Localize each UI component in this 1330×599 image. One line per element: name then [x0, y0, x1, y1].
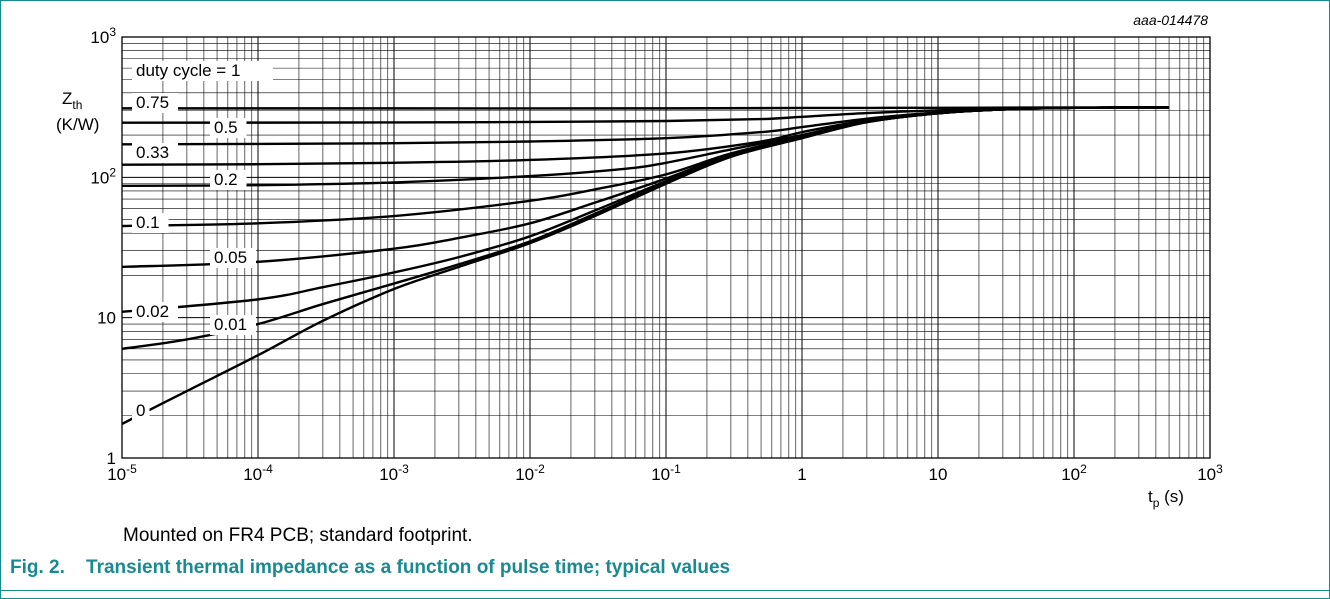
y-tick-label: 102: [90, 165, 116, 187]
x-tick-label: 10-2: [515, 462, 545, 484]
x-tick-label: 102: [1061, 462, 1087, 484]
curve-label-bg: [132, 213, 169, 233]
chart-grid: [121, 37, 1210, 459]
y-tick-label: 10: [97, 309, 116, 328]
x-axis-unit: (s): [1159, 487, 1184, 506]
x-tick-label: 10-4: [243, 462, 273, 484]
thermal-impedance-chart: duty cycle = 1 0.75 0.5 0.33 0.2 0.1 0.05 0.02 0…: [56, 12, 1223, 510]
curve-duty-0: [121, 106, 1170, 425]
curve-label-bg: [132, 61, 273, 81]
y-axis-label: Zth: [62, 89, 82, 112]
curve-label: 0: [132, 401, 150, 421]
curve-label: 0.33: [132, 143, 178, 163]
curve-label-text: 0.01: [214, 315, 247, 334]
curve-label-bg: [132, 93, 178, 113]
x-tick-label: 10-1: [651, 462, 681, 484]
curve-label-text: 0.05: [214, 248, 247, 267]
curve-label-text: duty cycle = 1: [136, 61, 240, 80]
curve-label-bg: [210, 248, 256, 268]
curve-label: 0.75: [132, 93, 178, 113]
y-axis-label-subscript: th: [72, 98, 82, 112]
curve-duty-0-2: [121, 106, 1170, 188]
curve-label-text: 0.75: [136, 93, 169, 112]
curve-label: 0.5: [210, 118, 247, 138]
curve-label-bg: [132, 401, 150, 421]
x-tick-label: 1: [797, 465, 806, 484]
curve-label-text: 0: [136, 401, 145, 420]
figure-title: Transient thermal impedance as a functio…: [86, 557, 731, 578]
curve-label-bg: [132, 302, 178, 322]
curve-label-text: 0.5: [214, 118, 238, 137]
y-tick-label: 103: [90, 25, 116, 47]
curve-label-text: 0.02: [136, 302, 169, 321]
reference-code: aaa-014478: [1133, 12, 1208, 28]
curve-label: 0.01: [210, 315, 256, 335]
x-axis-label: tp (s): [1148, 487, 1184, 510]
chart-curves: [121, 106, 1170, 425]
curve-label: 0.1: [132, 213, 169, 233]
curve-label-text: 0.33: [136, 143, 169, 162]
x-axis-label-main: t: [1148, 487, 1153, 506]
x-axis-label-subscript: p: [1153, 496, 1160, 510]
plot-area-border: [121, 36, 1211, 459]
tick-labels: 10-5 10-4 10-3 10-2 10-1 1 10 102 103 1 10 102 103: [90, 25, 1223, 484]
x-tick-label: 103: [1197, 462, 1223, 484]
curve-label-text: 0.1: [136, 213, 160, 232]
curve-label: 0.05: [210, 248, 256, 268]
x-tick-label: 10: [929, 465, 948, 484]
y-tick-label: 1: [107, 449, 116, 468]
figure-label: Fig. 2.: [10, 557, 65, 578]
curve-duty-0-5: [121, 106, 1170, 146]
curve-label: 0.02: [132, 302, 178, 322]
curve-label: duty cycle = 1: [132, 61, 273, 81]
figure-note: Mounted on FR4 PCB; standard footprint.: [123, 525, 473, 546]
x-tick-label: 10-5: [107, 462, 137, 484]
caption-divider: [0, 590, 1330, 591]
curve-labels: duty cycle = 1 0.75 0.5 0.33 0.2 0.1 0.05 0.02 0…: [132, 61, 273, 421]
y-axis-label-main: Z: [62, 89, 72, 108]
curve-label-bg: [210, 118, 247, 138]
curve-label-text: 0.2: [214, 170, 238, 189]
x-tick-label: 10-3: [379, 462, 409, 484]
y-axis-unit: (K/W): [56, 115, 99, 134]
curve-label-bg: [210, 170, 247, 190]
figure-caption: Fig. 2. Transient thermal impedance as a…: [10, 557, 730, 579]
curve-label-bg: [132, 143, 178, 163]
curve-duty-0-33: [121, 106, 1170, 166]
curve-label: 0.2: [210, 170, 247, 190]
curve-duty-0-05: [121, 106, 1170, 269]
curve-label-bg: [210, 315, 256, 335]
